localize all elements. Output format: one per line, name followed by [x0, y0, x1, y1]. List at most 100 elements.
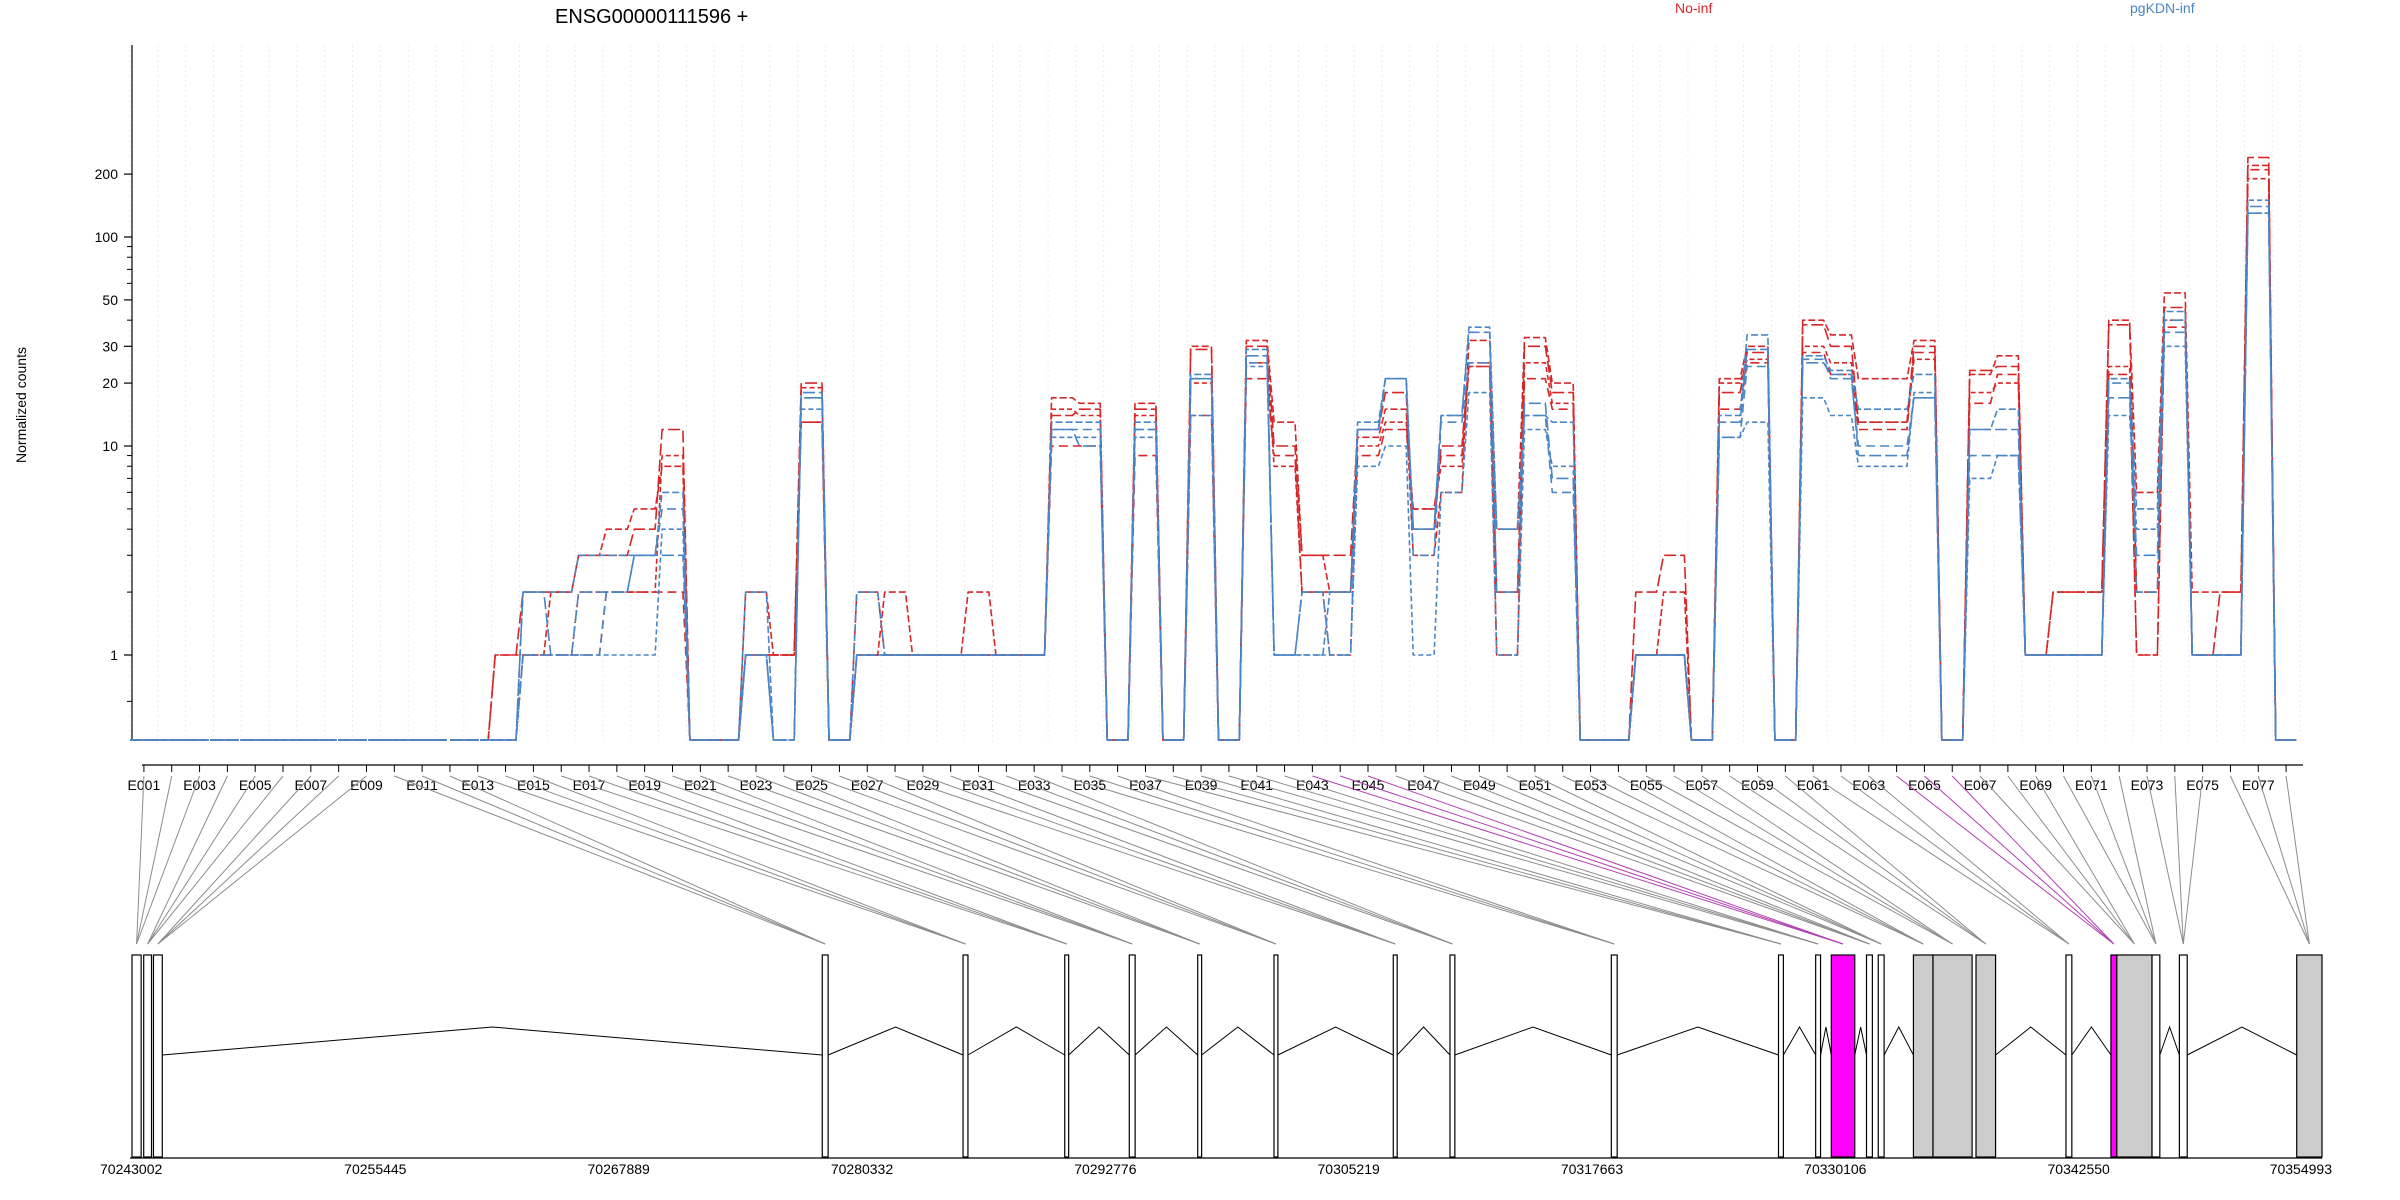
- exon-label-e007: E007: [294, 777, 327, 793]
- gene-exon-block: [1815, 954, 1822, 1158]
- intron-connector: [1883, 1025, 1914, 1056]
- intron-connector: [162, 1026, 823, 1056]
- exon-connector-line: [1089, 775, 1615, 945]
- exon-connector-line: [147, 775, 228, 945]
- exon-connector-line: [1200, 775, 1782, 945]
- exon-connector-line: [2090, 775, 2157, 945]
- y-tick-label: 20: [102, 375, 118, 391]
- coordinate-label: 70305219: [1318, 1161, 1381, 1177]
- exon-connector-line: [147, 775, 256, 945]
- gene-exon-block: [962, 954, 969, 1158]
- exon-connector-line: [616, 775, 1067, 945]
- intron-connector: [1854, 1026, 1867, 1056]
- coordinate-label: 70255445: [344, 1161, 407, 1177]
- exon-connector-line: [1256, 775, 1819, 945]
- intron-connector: [1277, 1026, 1394, 1056]
- exon-label-e071: E071: [2075, 777, 2108, 793]
- coordinate-labels: 70243002 70255445 70267889 70280332 70292776…: [100, 1161, 2332, 1177]
- exon-connector-line: [533, 775, 966, 945]
- exon-connector-line: [1812, 775, 2070, 945]
- exon-connector-line: [1590, 775, 1924, 945]
- exon-connector-line: [2257, 775, 2310, 945]
- gene-exon-block: [131, 954, 142, 1158]
- exon-connector-line: [1340, 775, 1844, 945]
- gene-exon-block: [2110, 954, 2118, 1158]
- gene-exon-block: [1064, 954, 1070, 1158]
- exon-connector-line: [157, 775, 339, 945]
- gene-exon-block: [1128, 954, 1136, 1158]
- exon-label-e065: E065: [1908, 777, 1941, 793]
- intron-connector: [2186, 1026, 2297, 1056]
- intron-connector: [2071, 1026, 2112, 1056]
- exon-connector-line: [1840, 775, 2070, 945]
- y-axis-ticks: 1 10 20 30 50 100 200: [95, 166, 132, 702]
- exon-label-e023: E023: [740, 777, 773, 793]
- exon-connector-line: [1367, 775, 1844, 945]
- exon-label-e069: E069: [2019, 777, 2052, 793]
- y-tick-label: 100: [95, 229, 119, 245]
- exon-connector-line: [2146, 775, 2184, 945]
- exon-label-e075: E075: [2186, 777, 2219, 793]
- exon-connector-line: [1145, 775, 1782, 945]
- exon-connector-line: [839, 775, 1277, 945]
- exon-connector-line: [1006, 775, 1453, 945]
- exon-connector-line: [1673, 775, 1953, 945]
- exon-connector-line: [2174, 775, 2184, 945]
- exon-connector-line: [2229, 775, 2310, 945]
- exon-label-e061: E061: [1797, 777, 1830, 793]
- coordinate-label: 70243002: [100, 1161, 163, 1177]
- exon-connector-line: [147, 775, 284, 945]
- exon-connector-line: [1451, 775, 1870, 945]
- exon-connector-line: [157, 775, 312, 945]
- exon-label-e033: E033: [1018, 777, 1051, 793]
- intron-connector: [967, 1026, 1065, 1056]
- exon-connector-line: [1061, 775, 1615, 945]
- gene-exon-block: [1392, 954, 1398, 1158]
- exon-label-e049: E049: [1463, 777, 1496, 793]
- gene-exon-block: [1449, 954, 1456, 1158]
- coordinate-label: 70354993: [2270, 1161, 2333, 1177]
- exon-connector-line: [1618, 775, 1924, 945]
- exon-connector-line: [1173, 775, 1782, 945]
- exon-connector-line: [1117, 775, 1615, 945]
- intron-connector: [1201, 1026, 1275, 1056]
- exon-connector-line: [136, 775, 201, 945]
- exon-connector-line: [1312, 775, 1844, 945]
- y-tick-label: 30: [102, 338, 118, 354]
- exon-label-e013: E013: [461, 777, 494, 793]
- y-tick-label: 50: [102, 292, 118, 308]
- legend-pgkdn-inf: pgKDN-inf: [2130, 0, 2195, 16]
- exon-label-e009: E009: [350, 777, 383, 793]
- intron-connector: [1134, 1026, 1199, 1056]
- y-axis-label: Normalized counts: [13, 347, 29, 463]
- exon-connector-line: [1729, 775, 1987, 945]
- exon-label-e011: E011: [406, 777, 438, 793]
- chart-title: ENSG00000111596 +: [555, 6, 748, 28]
- legend-no-inf: No-inf: [1675, 0, 1712, 16]
- exon-connector-line: [727, 775, 1200, 945]
- intron-connector: [827, 1026, 964, 1056]
- exon-connector-line: [1033, 775, 1453, 945]
- exon-connector-line: [1868, 775, 2070, 945]
- exon-connector-line: [644, 775, 1133, 945]
- coordinate-label: 70317663: [1561, 1161, 1624, 1177]
- exon-connector-line: [2063, 775, 2157, 945]
- gene-exon-block: [2065, 954, 2073, 1158]
- exon-label-e053: E053: [1574, 777, 1607, 793]
- coordinate-label: 70330106: [1804, 1161, 1867, 1177]
- exon-label-e063: E063: [1852, 777, 1885, 793]
- gene-exon-block: [152, 954, 163, 1158]
- exon-connector-line: [1423, 775, 1870, 945]
- gene-exon-block: [821, 954, 829, 1158]
- exon-connector-line: [811, 775, 1277, 945]
- exon-connector-line: [1757, 775, 1987, 945]
- gene-exon-block: [2151, 954, 2161, 1158]
- exon-connector-line: [1896, 775, 2115, 945]
- exon-label-e077: E077: [2242, 777, 2275, 793]
- exon-label-e073: E073: [2131, 777, 2164, 793]
- exon-label-e005: E005: [239, 777, 272, 793]
- exon-connector-line: [1562, 775, 1924, 945]
- exon-connector-line: [700, 775, 1133, 945]
- exon-label-e003: E003: [183, 777, 216, 793]
- exon-connector-line: [1951, 775, 2115, 945]
